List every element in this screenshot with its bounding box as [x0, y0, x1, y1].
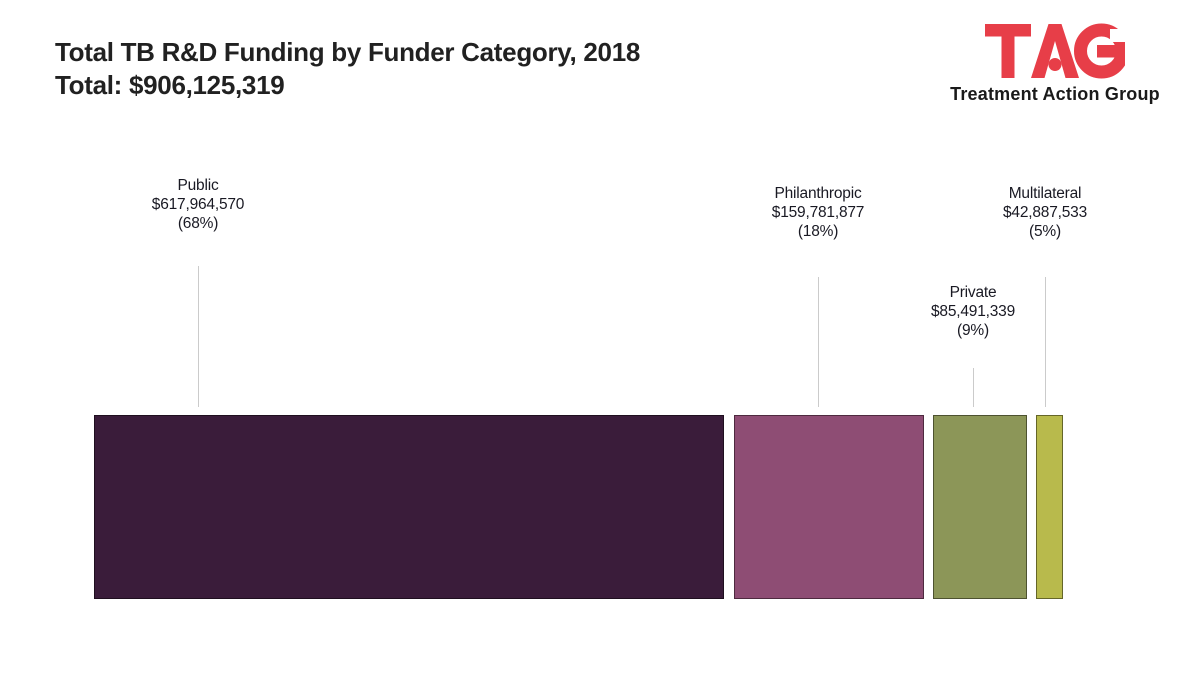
chart-total: Total: $906,125,319 [55, 70, 285, 100]
segment-label-philanthropic: Philanthropic $159,781,877 (18%) [771, 184, 865, 241]
leader-line-multilateral [1045, 277, 1046, 407]
title-block: Total TB R&D Funding by Funder Category,… [55, 36, 640, 102]
segment-percent-multilateral: (5%) [1029, 223, 1061, 240]
bar-segment-private[interactable] [933, 415, 1027, 599]
segment-value-philanthropic: $159,781,877 [771, 204, 865, 221]
segment-value-private: $85,491,339 [931, 303, 1015, 320]
chart-title: Total TB R&D Funding by Funder Category,… [55, 37, 641, 67]
tag-logo: Treatment Action Group [930, 22, 1180, 105]
segment-percent-public: (68%) [177, 215, 219, 232]
segment-percent-private: (9%) [957, 322, 989, 339]
bar-segment-public[interactable] [94, 415, 724, 599]
segment-value-multilateral: $42,887,533 [1003, 204, 1087, 221]
segment-percent-philanthropic: (18%) [797, 223, 839, 240]
segment-label-private: Private $85,491,339 (9%) [931, 283, 1015, 340]
bar-segment-philanthropic[interactable] [734, 415, 924, 599]
leader-line-public [198, 266, 199, 407]
tag-logo-icon [985, 23, 1125, 79]
segment-name-multilateral: Multilateral [1008, 185, 1082, 202]
segment-name-private: Private [949, 284, 997, 301]
leader-line-private [973, 368, 974, 407]
segment-label-public: Public $617,964,570 (68%) [151, 176, 245, 233]
segment-value-public: $617,964,570 [151, 196, 245, 213]
bar-segment-multilateral[interactable] [1036, 415, 1063, 599]
segment-name-public: Public [177, 177, 219, 194]
segment-label-multilateral: Multilateral $42,887,533 (5%) [1003, 184, 1087, 241]
tag-logo-tagline: Treatment Action Group [950, 84, 1160, 104]
leader-line-philanthropic [818, 277, 819, 407]
segment-name-philanthropic: Philanthropic [774, 185, 862, 202]
